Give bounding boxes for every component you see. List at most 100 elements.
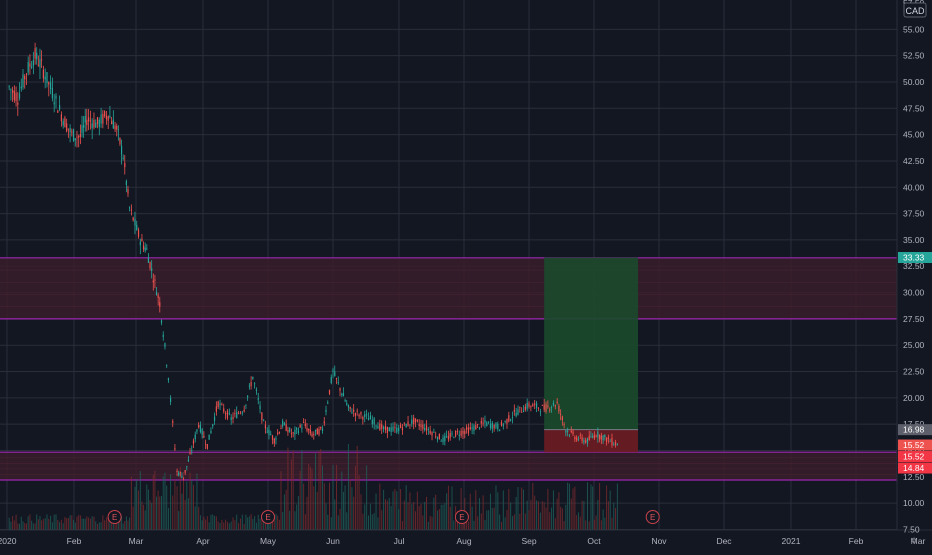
- candle-body: [273, 438, 275, 444]
- candle-body: [524, 406, 526, 411]
- volume-bar: [568, 483, 570, 530]
- volume-bar: [62, 523, 64, 530]
- volume-bar: [585, 520, 587, 530]
- candle-body: [245, 404, 247, 406]
- volume-bar: [219, 523, 221, 530]
- candle-body: [377, 426, 379, 429]
- earnings-marker-label: E: [112, 513, 117, 522]
- candle-body: [160, 320, 163, 323]
- candle-body: [547, 405, 549, 407]
- candle-body: [196, 429, 198, 432]
- candle-body: [519, 406, 521, 408]
- price-axis-tag-label: 16.98: [903, 425, 925, 435]
- candle-body: [72, 129, 75, 142]
- volume-bar: [369, 503, 371, 530]
- long-position-tool[interactable]: [544, 257, 639, 453]
- volume-bar: [616, 483, 618, 530]
- price-axis-tag: 33.33: [898, 251, 932, 263]
- candle-body: [152, 280, 154, 283]
- candle-body: [418, 424, 420, 426]
- volume-bar: [381, 510, 383, 530]
- candle-body: [399, 424, 402, 428]
- volume-bar: [289, 510, 291, 530]
- volume-bar: [600, 520, 602, 530]
- volume-bar: [15, 514, 17, 530]
- candle-body: [37, 64, 39, 66]
- volume-bar: [12, 516, 14, 530]
- price-tick-label: 52.50: [903, 51, 925, 61]
- time-tick-label: Mar: [911, 536, 926, 546]
- volume-bar: [383, 489, 385, 530]
- volume-bar: [606, 485, 608, 530]
- candle-body: [71, 131, 73, 133]
- volume-bar: [243, 523, 245, 530]
- candle-body: [184, 470, 186, 473]
- time-axis-panel[interactable]: [0, 530, 897, 550]
- volume-bar: [86, 516, 88, 530]
- volume-bar: [593, 519, 595, 530]
- candle-body: [62, 120, 64, 126]
- volume-bar: [539, 512, 541, 530]
- volume-bar: [313, 486, 315, 530]
- candle-body: [147, 257, 150, 263]
- auto-scale-button[interactable]: A: [911, 536, 917, 546]
- candle-body: [592, 436, 594, 438]
- volume-bar: [71, 515, 73, 530]
- volume-bar: [226, 521, 228, 530]
- price-tick-label: 20.00: [903, 393, 925, 403]
- candle-body: [17, 102, 19, 105]
- volume-bar: [613, 502, 615, 530]
- earnings-marker[interactable]: E: [645, 510, 660, 524]
- volume-bar: [392, 491, 394, 530]
- candle-body: [157, 295, 159, 298]
- volume-bar: [396, 491, 398, 530]
- candle-body: [528, 403, 530, 407]
- candle-body: [236, 412, 238, 418]
- currency-badge[interactable]: CAD: [903, 2, 927, 18]
- candle-body: [484, 419, 486, 423]
- volume-bar: [551, 507, 553, 530]
- candle-body: [49, 82, 52, 89]
- volume-bar: [44, 518, 46, 530]
- volume-bar: [339, 508, 341, 530]
- candle-body: [181, 475, 183, 479]
- candle-body: [489, 423, 492, 428]
- candle-body: [539, 411, 541, 413]
- volume-bar: [411, 503, 413, 530]
- volume-bar: [138, 490, 140, 530]
- volume-bar: [306, 496, 308, 530]
- earnings-marker[interactable]: E: [261, 510, 275, 524]
- volume-bar: [212, 514, 214, 530]
- volume-bar: [398, 509, 400, 530]
- earnings-marker[interactable]: E: [454, 510, 469, 524]
- candle-body: [149, 262, 151, 269]
- volume-bar: [129, 517, 131, 530]
- volume-bar: [186, 481, 188, 530]
- candle-body: [586, 438, 589, 444]
- candle-body: [104, 111, 106, 117]
- volume-bar: [127, 520, 129, 530]
- volume-bar: [413, 501, 415, 530]
- candle-body: [534, 403, 536, 405]
- volume-bar: [521, 487, 523, 530]
- volume-bar: [424, 501, 426, 530]
- volume-bar: [579, 516, 581, 530]
- candle-body: [84, 116, 86, 123]
- candle-body: [447, 436, 450, 440]
- time-tick-label: Apr: [196, 536, 209, 546]
- volume-bar: [241, 514, 243, 530]
- candle-body: [535, 403, 538, 408]
- volume-bar: [394, 488, 396, 530]
- candle-body: [346, 403, 348, 405]
- volume-bar: [17, 523, 19, 530]
- candle-body: [609, 441, 611, 442]
- earnings-marker[interactable]: E: [107, 510, 122, 524]
- candle-body: [137, 229, 140, 237]
- volume-bar: [495, 485, 497, 530]
- candle-body: [460, 430, 462, 436]
- volume-bar: [228, 523, 230, 530]
- candle-body: [477, 424, 479, 425]
